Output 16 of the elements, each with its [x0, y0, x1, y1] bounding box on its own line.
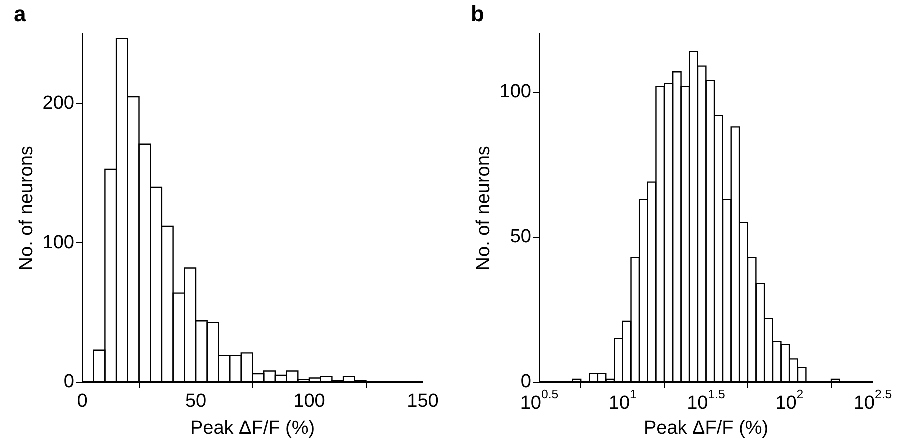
x-tick-label: 100: [294, 391, 326, 412]
x-axis-title: Peak ΔF/F (%): [190, 418, 316, 439]
chart-title: a: [14, 1, 27, 26]
y-tick-label: 0: [64, 372, 74, 393]
x-tick-label: 150: [407, 391, 439, 412]
y-tick-label: 200: [42, 93, 74, 114]
y-tick-label: 50: [510, 226, 532, 248]
y-tick-label: 100: [42, 232, 74, 254]
y-axis-title: No. of neurons: [474, 146, 495, 271]
x-tick-label: 50: [185, 391, 207, 412]
x-axis-title: Peak ΔF/F (%): [644, 418, 769, 439]
x-tick-label: 0: [77, 391, 88, 412]
y-tick-label: 0: [520, 372, 532, 393]
y-axis-title: No. of neurons: [16, 146, 38, 271]
y-tick-label: 100: [500, 82, 532, 103]
chart-title: b: [471, 1, 484, 26]
